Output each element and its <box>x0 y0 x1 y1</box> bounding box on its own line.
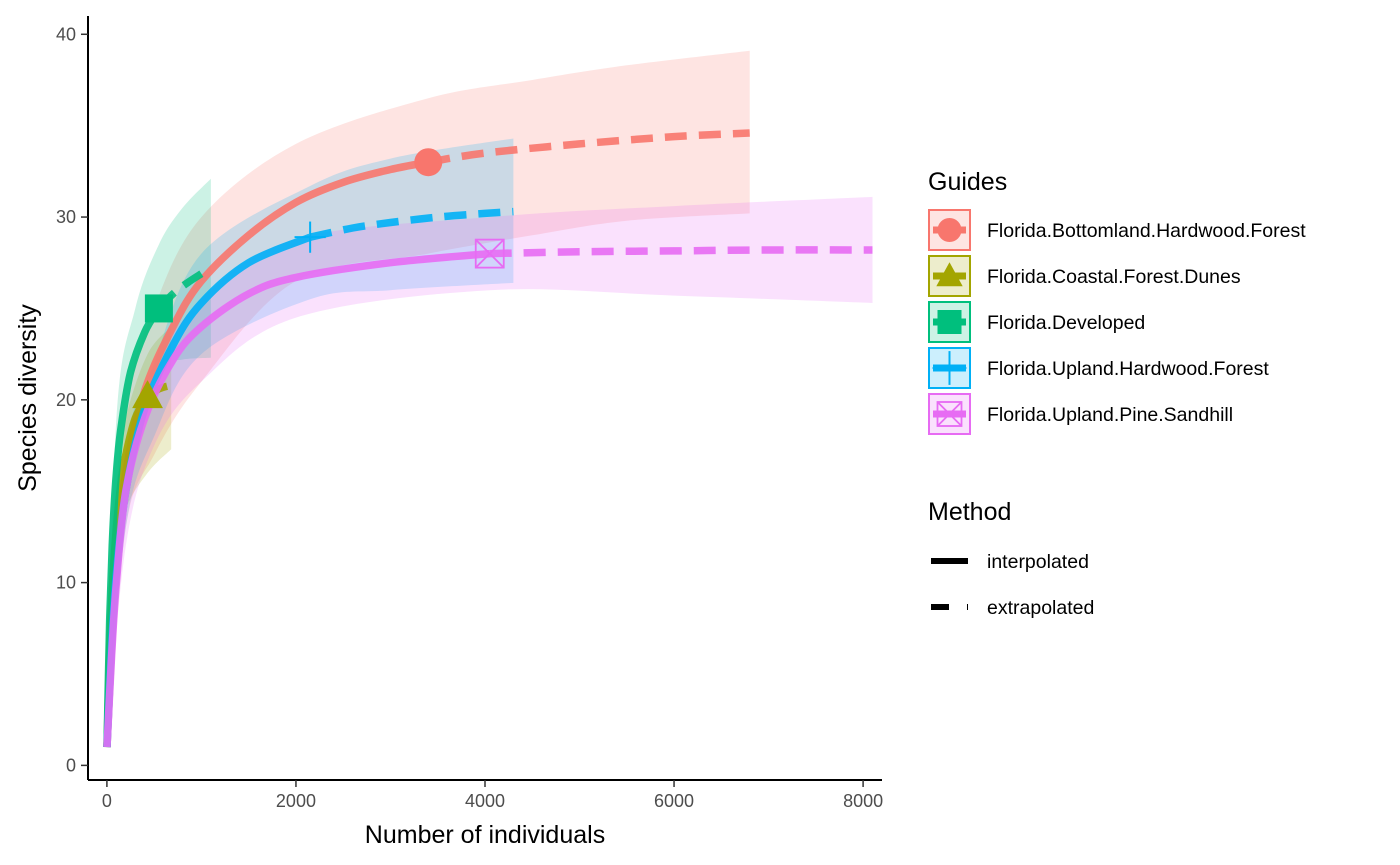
x-axis-title: Number of individuals <box>365 821 605 849</box>
x-tick-label: 4000 <box>465 791 505 811</box>
y-tick-label: 20 <box>56 390 76 410</box>
x-axis-ticks: 0 2000 4000 6000 8000 <box>102 780 883 811</box>
legend-marker-florida-coastal-forest-dunes <box>936 262 963 287</box>
legend-key-florida-bottomland-hardwood-forest <box>928 209 971 251</box>
extrapolated-line-florida-upland-pine-sandhill <box>489 246 873 258</box>
y-axis-ticks: 0 10 20 30 40 <box>56 24 88 775</box>
observed-point-florida-coastal-forest-dunes <box>132 380 163 409</box>
legend-label: Florida.Developed <box>987 312 1145 334</box>
legend-marker-florida-upland-hardwood-forest <box>932 351 967 385</box>
legend-marker-florida-developed <box>937 310 962 334</box>
x-tick-label: 8000 <box>843 791 883 811</box>
extrapolated-line-florida-upland-hardwood-forest <box>309 207 514 241</box>
x-tick-label: 2000 <box>276 791 316 811</box>
x-tick-label: 6000 <box>654 791 694 811</box>
y-axis-title: Species diversity <box>14 304 42 492</box>
series-lines <box>103 129 873 748</box>
interpolated-line-florida-upland-pine-sandhill <box>103 249 491 748</box>
legend-label: Florida.Coastal.Forest.Dunes <box>987 266 1241 288</box>
y-tick-label: 40 <box>56 24 76 44</box>
extrapolated-line-florida-bottomland-hardwood-forest <box>427 129 750 166</box>
legend-title-method: Method <box>928 498 1011 526</box>
y-tick-label: 10 <box>56 573 76 593</box>
legend: Guides Florida.Bottomland.Hardwood.Forest… <box>928 168 1306 619</box>
legend-marker-florida-bottomland-hardwood-forest <box>937 218 962 242</box>
legend-key-florida-upland-hardwood-forest <box>928 347 971 389</box>
legend-key-florida-coastal-forest-dunes <box>928 255 971 297</box>
legend-title-guides: Guides <box>928 168 1007 196</box>
legend-label: extrapolated <box>987 597 1094 619</box>
legend-marker-florida-upland-pine-sandhill <box>936 401 963 427</box>
legend-label: Florida.Upland.Hardwood.Forest <box>987 358 1269 380</box>
legend-label: interpolated <box>987 551 1089 573</box>
observed-point-florida-upland-pine-sandhill <box>474 238 505 269</box>
x-tick-label: 0 <box>102 791 112 811</box>
legend-label: Florida.Bottomland.Hardwood.Forest <box>987 220 1306 242</box>
y-tick-label: 30 <box>56 207 76 227</box>
legend-label: Florida.Upland.Pine.Sandhill <box>987 404 1233 426</box>
observed-point-florida-upland-hardwood-forest <box>294 221 326 253</box>
legend-key-florida-developed <box>928 301 971 343</box>
legend-key-florida-upland-pine-sandhill <box>928 393 971 435</box>
observed-point-florida-bottomland-hardwood-forest <box>414 148 443 177</box>
observed-point-florida-developed <box>144 294 173 323</box>
confidence-ribbons <box>107 50 873 748</box>
observed-points <box>132 148 505 409</box>
y-tick-label: 0 <box>66 755 76 775</box>
